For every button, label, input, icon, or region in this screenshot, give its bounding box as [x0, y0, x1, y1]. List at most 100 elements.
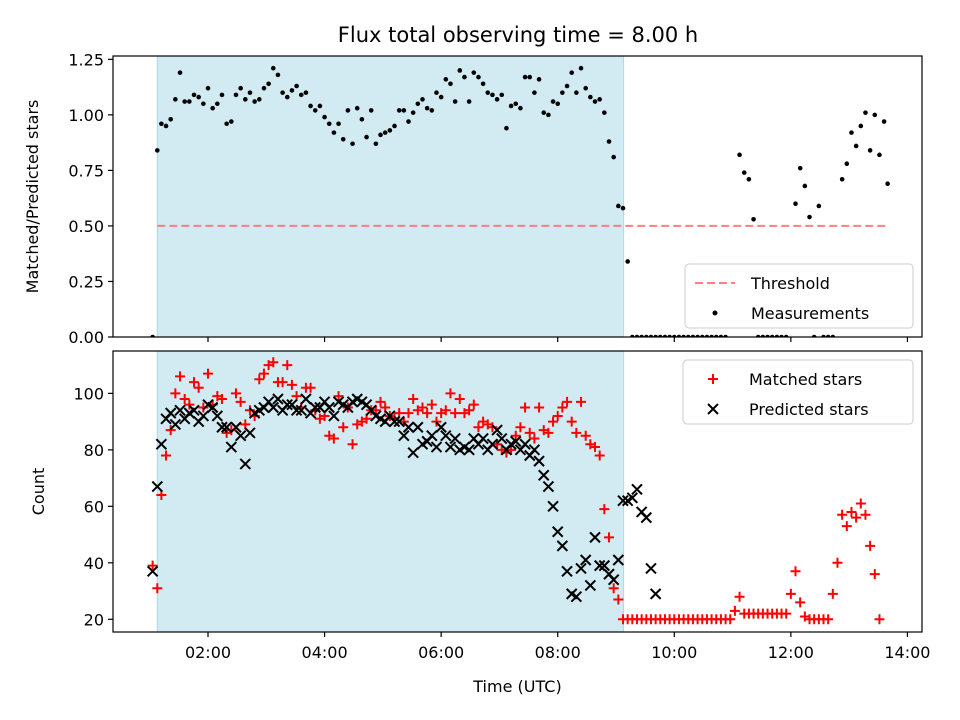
predicted-star-point — [463, 444, 475, 456]
matched-star-point — [473, 422, 484, 433]
measurement-point — [564, 83, 570, 89]
measurement-point — [406, 119, 411, 124]
matched-star-point — [431, 416, 442, 427]
matched-star-point — [277, 377, 288, 388]
predicted-star-point — [206, 401, 219, 414]
measurement-point — [853, 143, 859, 149]
measurement-point — [583, 85, 588, 91]
predicted-star-point — [169, 418, 182, 431]
matched-star-point — [216, 394, 227, 405]
measurement-point — [350, 141, 355, 147]
measurement-point — [480, 81, 486, 87]
matched-star-point — [161, 450, 172, 461]
measurement-point — [168, 117, 174, 122]
predicted-star-point — [164, 407, 177, 419]
predicted-star-point — [272, 393, 284, 405]
matched-star-point — [865, 540, 876, 551]
measurement-point — [592, 99, 598, 104]
measurement-point — [354, 105, 360, 111]
legend-label: Matched stars — [749, 370, 862, 389]
x-tick-label: 08:00 — [535, 643, 581, 662]
measurement-point — [508, 103, 514, 109]
matched-star-point — [543, 427, 554, 438]
predicted-star-point — [388, 415, 401, 428]
predicted-star-point — [561, 565, 573, 577]
predicted-star-point — [640, 511, 653, 524]
matched-star-point — [566, 416, 577, 427]
predicted-star-point — [290, 404, 303, 417]
matched-star-point — [841, 521, 852, 532]
predicted-star-point — [323, 401, 335, 414]
matched-star-point — [454, 394, 465, 405]
count-panel: 20 40 60 80 100 02:00 04:00 06:00 08:00 10:00 12:0… — [29, 350, 930, 696]
y-axis-label: Matched/Predicted stars — [23, 100, 42, 294]
measurement-point — [793, 201, 798, 207]
legend: Threshold Measurements — [684, 263, 914, 329]
x-tick-label: 02:00 — [185, 643, 231, 662]
matched-star-point — [604, 532, 615, 543]
matched-star-point — [189, 377, 200, 388]
predicted-star-point — [216, 421, 228, 433]
plot-data — [150, 65, 890, 337]
predicted-star-point — [547, 500, 559, 513]
matched-star-point — [781, 608, 792, 619]
y-tick-label: 100 — [73, 384, 104, 403]
predicted-star-point — [430, 441, 443, 453]
matched-star-point — [823, 614, 834, 625]
matched-star-point — [198, 402, 209, 413]
predicted-star-point — [542, 480, 555, 493]
measurement-point — [331, 130, 337, 135]
measurement-point — [382, 130, 388, 135]
legend-measurement-swatch — [712, 310, 718, 316]
legend-label: Predicted stars — [749, 400, 869, 419]
measurement-point — [532, 90, 537, 95]
predicted-star-point — [239, 458, 252, 470]
measurement-point — [471, 70, 477, 75]
x-tick-label: 14:00 — [884, 643, 930, 662]
matched-star-point — [468, 399, 479, 410]
predicted-star-point — [393, 415, 405, 428]
predicted-star-point — [575, 562, 587, 575]
matched-star-point — [426, 399, 437, 410]
measurement-point — [322, 114, 327, 120]
predicted-star-point — [440, 430, 452, 442]
measurement-point — [256, 97, 262, 102]
measurement-point — [807, 214, 812, 220]
measurement-point — [396, 108, 402, 113]
x-tick-label: 04:00 — [302, 643, 348, 662]
observing-window-span — [156, 350, 625, 633]
matched-star-point — [562, 396, 573, 407]
legend-box — [684, 263, 914, 329]
y-tick-label: 0.75 — [68, 161, 104, 180]
measurement-point — [424, 105, 430, 111]
measurement-point — [336, 121, 341, 127]
y-axis-label: Count — [29, 468, 48, 516]
predicted-star-point — [496, 432, 508, 445]
matched-star-point — [529, 433, 540, 444]
measurement-point — [457, 68, 463, 73]
measurement-point — [159, 121, 164, 127]
legend-box — [682, 359, 914, 425]
y-tick-label: 0.50 — [68, 217, 104, 236]
matched-star-point — [515, 422, 526, 433]
measurement-point — [266, 81, 271, 87]
axes-frame — [112, 55, 923, 338]
matched-star-point — [795, 597, 806, 608]
measurement-point — [881, 119, 887, 124]
measurement-point — [452, 99, 458, 104]
predicted-star-point — [220, 421, 233, 433]
measurement-point — [499, 92, 505, 98]
predicted-star-point — [295, 404, 307, 417]
measurement-point — [201, 101, 206, 107]
predicted-star-point — [477, 432, 489, 445]
predicted-star-point — [552, 526, 564, 538]
measurement-point — [177, 70, 183, 75]
predicted-star-point — [300, 393, 312, 405]
matched-star-point — [524, 427, 535, 438]
measurement-point — [555, 101, 561, 107]
measurement-point — [294, 83, 299, 89]
measurement-point — [392, 123, 397, 129]
measurement-point — [378, 132, 383, 138]
measurement-point — [490, 92, 495, 98]
measurement-point — [154, 148, 160, 153]
